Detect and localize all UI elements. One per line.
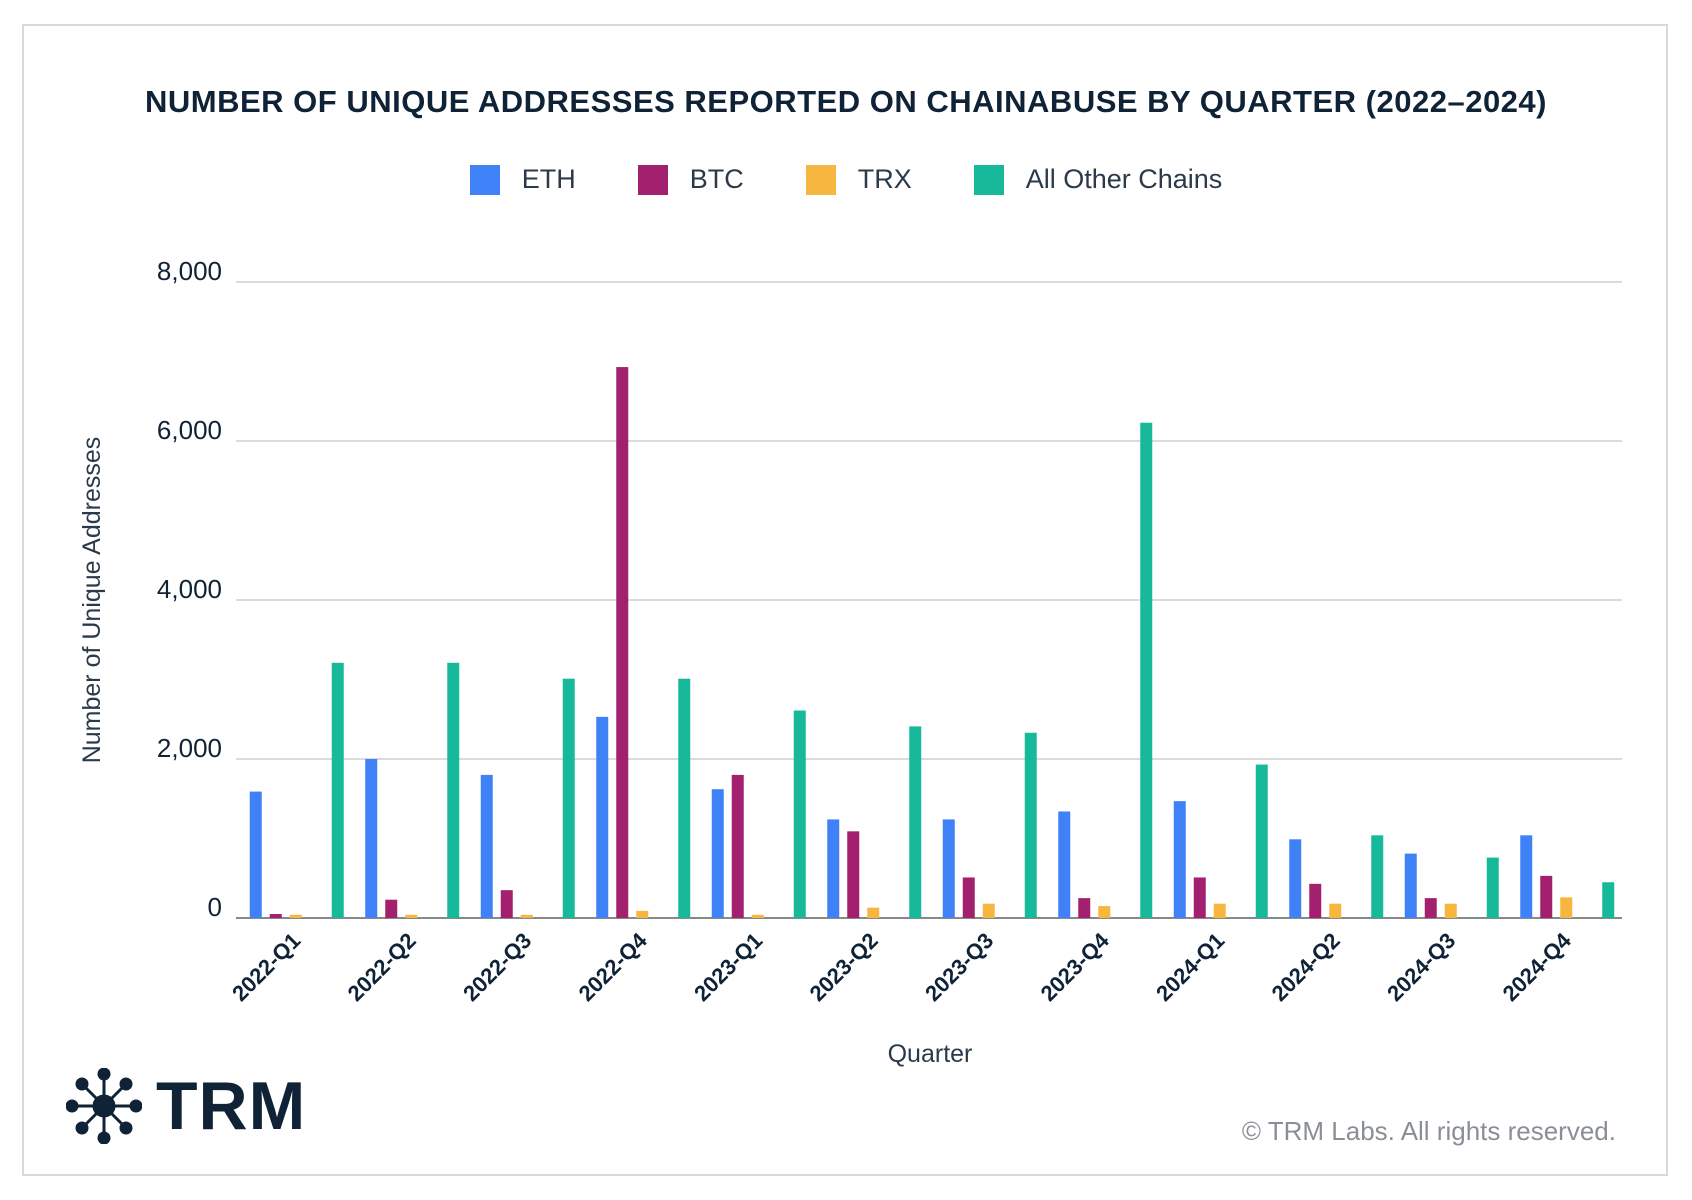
legend-item-trx: TRX [805,164,912,195]
bar-btc-2024-q3 [1424,898,1437,918]
bar-btc-2023-q1 [731,774,744,918]
x-axis-title: Quarter [888,1040,973,1068]
y-tick-label: 8,000 [157,256,222,286]
bar-trx-2022-q3 [520,914,533,918]
bar-trx-2023-q1 [751,914,764,918]
bar-eth-2022-q3 [480,774,493,918]
trm-logo: TRM [66,1068,306,1144]
bar-btc-2023-q4 [1078,898,1091,918]
bar-trx-2024-q4 [1560,897,1573,918]
y-tick-label: 6,000 [157,415,222,445]
bar-eth-2024-q2 [1289,839,1302,918]
bar-btc-2022-q3 [500,890,513,918]
legend-item-other: All Other Chains [973,164,1223,195]
bar-all-other-chains-2024-q3 [1486,857,1499,918]
bar-trx-2024-q1 [1213,903,1226,918]
legend-item-eth: ETH [469,164,576,195]
logo-text: TRM [156,1068,307,1144]
bar-trx-2022-q2 [405,914,418,918]
bar-eth-2023-q1 [711,789,724,918]
x-tick-label: 2023-Q2 [805,928,883,1006]
bar-trx-2024-q3 [1444,903,1457,918]
x-tick-label: 2023-Q3 [920,928,998,1006]
bar-btc-2024-q2 [1309,883,1322,918]
bar-btc-2024-q4 [1540,875,1553,918]
legend-label-other: All Other Chains [1025,164,1223,194]
gridlines [236,281,1622,919]
x-tick-label: 2022-Q1 [227,928,305,1006]
bar-btc-2022-q4 [616,367,629,918]
legend-item-btc: BTC [637,164,744,195]
y-tick-label: 0 [208,892,222,922]
y-tick-label: 4,000 [157,574,222,604]
legend-label-trx: TRX [857,164,912,194]
bar-all-other-chains-2024-q4 [1602,882,1615,918]
bar-all-other-chains-2022-q3 [562,678,575,918]
bar-all-other-chains-2024-q2 [1371,835,1384,918]
legend-label-btc: BTC [689,164,744,194]
x-tick-label: 2024-Q2 [1267,928,1345,1006]
bar-eth-2022-q1 [249,791,262,918]
bar-eth-2023-q2 [827,819,840,918]
x-tick-labels: 2022-Q1 2022-Q2 2022-Q3 2022-Q4 2023-Q1 2023-… [227,927,1576,1006]
bar-trx-2023-q3 [982,903,995,918]
trm-network-icon [66,1068,142,1144]
bar-eth-2022-q2 [365,759,378,918]
bar-eth-2024-q3 [1404,853,1417,918]
x-tick-label: 2023-Q4 [1036,927,1115,1006]
x-tick-label: 2024-Q1 [1151,928,1229,1006]
bar-all-other-chains-2022-q4 [678,678,691,918]
chart-title: NUMBER OF UNIQUE ADDRESSES REPORTED ON C… [145,84,1547,119]
bar-all-other-chains-2022-q1 [331,662,344,918]
bar-eth-2023-q3 [942,819,955,918]
x-tick-label: 2023-Q1 [689,928,767,1006]
bar-eth-2024-q4 [1520,835,1533,918]
bar-all-other-chains-2023-q2 [909,726,922,918]
bar-eth-2022-q4 [596,716,609,918]
copyright-notice: © TRM Labs. All rights reserved. [1241,1116,1616,1146]
bar-eth-2024-q1 [1173,801,1186,918]
bar-btc-2023-q2 [847,831,860,918]
y-axis-title: Number of Unique Addresses [78,437,106,764]
bar-trx-2023-q2 [867,907,880,918]
y-tick-labels: 0 2,000 4,000 6,000 8,000 [157,256,222,922]
bar-all-other-chains-2023-q3 [1024,732,1037,918]
bar-trx-2024-q2 [1329,903,1342,918]
bar-all-other-chains-2023-q1 [793,710,806,918]
legend-label-eth: ETH [521,164,576,194]
legend-swatch-trx [805,164,836,195]
x-tick-label: 2022-Q2 [343,928,421,1006]
x-tick-label: 2024-Q4 [1498,927,1577,1006]
bar-btc-2022-q2 [385,899,398,918]
legend-swatch-other [973,164,1004,195]
bar-trx-2022-q4 [636,910,649,918]
legend-swatch-eth [469,164,500,195]
bar-eth-2023-q4 [1058,811,1071,918]
x-tick-label: 2022-Q3 [458,928,536,1006]
bar-all-other-chains-2022-q2 [447,662,460,918]
bar-btc-2024-q1 [1193,877,1206,918]
y-tick-label: 2,000 [157,733,222,763]
x-tick-label: 2022-Q4 [574,927,653,1006]
bar-all-other-chains-2024-q1 [1255,764,1268,918]
bar-btc-2023-q3 [962,877,975,918]
bar-trx-2023-q4 [1098,906,1111,918]
x-tick-label: 2024-Q3 [1382,928,1460,1006]
bar-trx-2022-q1 [289,914,302,918]
bars [249,367,1615,918]
legend: ETH BTC TRX All Other Chains [0,164,1692,195]
legend-swatch-btc [637,164,668,195]
bar-btc-2022-q1 [269,914,282,918]
bar-all-other-chains-2023-q4 [1140,422,1153,918]
